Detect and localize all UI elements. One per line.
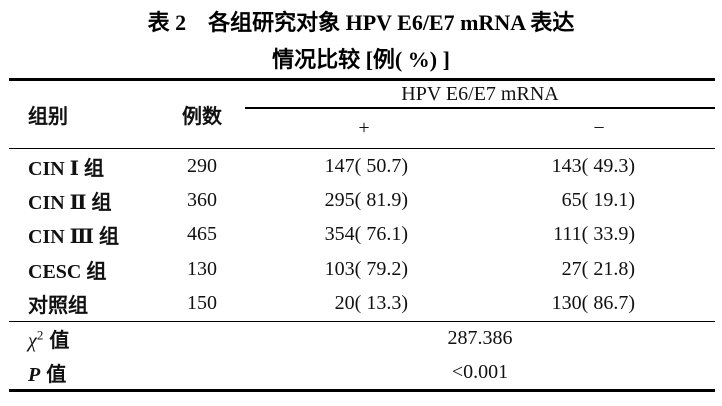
cell-group: CIN Ⅲ 组 [28, 226, 120, 249]
sub-headers: + − [245, 109, 715, 148]
chi-square-label: χ2 值 [9, 324, 245, 353]
table-caption-line1: 表 2 各组研究对象 HPV E6/E7 mRNA 表达 [147, 10, 575, 35]
p-value: <0.001 [451, 360, 509, 383]
cell-negative: 143( 49.3) [551, 154, 635, 177]
cell-group: CIN Ⅰ 组 [28, 157, 105, 180]
chi-square-row: χ2 值 287.386 [9, 322, 715, 356]
cell-negative: 130( 86.7) [551, 292, 635, 315]
cell-positive: 103( 79.2) [324, 257, 408, 280]
cell-negative: 65( 19.1) [561, 189, 635, 212]
p-word: 值 [46, 363, 67, 386]
column-header-group: 组别 [28, 106, 68, 128]
chi-square-value: 287.386 [447, 327, 513, 350]
bottom-rule [9, 388, 715, 392]
table-header: 组别 例数 HPV E6/E7 mRNA + − [9, 81, 715, 148]
cell-negative: 111( 33.9) [553, 223, 635, 246]
cell-negative: 27( 21.8) [561, 257, 635, 280]
cell-positive: 20( 13.3) [334, 292, 408, 315]
p-symbol: P [28, 363, 41, 386]
header-rule [9, 148, 715, 149]
cell-n: 465 [187, 223, 217, 246]
column-header-negative: − [593, 117, 605, 139]
top-rule [9, 78, 715, 81]
cell-group: CIN Ⅱ 组 [28, 192, 112, 215]
table-row: CIN Ⅱ 组 360 295( 81.9) 65( 19.1) [9, 183, 715, 217]
chi-superscript: 2 [36, 327, 44, 343]
table-header-left: 组别 例数 [9, 81, 245, 148]
table-row: CIN Ⅰ 组 290 147( 50.7) 143( 49.3) [9, 149, 715, 183]
cell-n: 130 [187, 257, 217, 280]
table-header-right: HPV E6/E7 mRNA + − [245, 81, 715, 148]
table-caption-line2: 情况比较 [例( %) ] [272, 47, 450, 72]
cell-n: 150 [187, 292, 217, 315]
cell-group: 对照组 [28, 295, 88, 318]
stats-rule [9, 320, 715, 322]
cell-n: 290 [187, 154, 217, 177]
chi-word: 值 [49, 330, 70, 353]
table-caption: 表 2 各组研究对象 HPV E6/E7 mRNA 表达 情况比较 [例( %)… [0, 0, 722, 78]
column-header-span-mrna: HPV E6/E7 mRNA [245, 81, 715, 109]
cell-n: 360 [187, 189, 217, 212]
cell-positive: 147( 50.7) [324, 154, 408, 177]
chi-symbol: χ [28, 330, 37, 353]
column-header-positive: + [358, 117, 370, 139]
column-header-n: 例数 [182, 106, 222, 128]
cell-positive: 354( 76.1) [324, 223, 408, 246]
table-row: CESC 组 130 103( 79.2) 27( 21.8) [9, 252, 715, 286]
cell-positive: 295( 81.9) [324, 189, 408, 212]
cell-group: CESC 组 [28, 260, 107, 283]
table-row: CIN Ⅲ 组 465 354( 76.1) 111( 33.9) [9, 218, 715, 252]
data-table: 组别 例数 HPV E6/E7 mRNA + − CIN Ⅰ 组 290 147… [9, 78, 715, 392]
table-row: 对照组 150 20( 13.3) 130( 86.7) [9, 287, 715, 321]
